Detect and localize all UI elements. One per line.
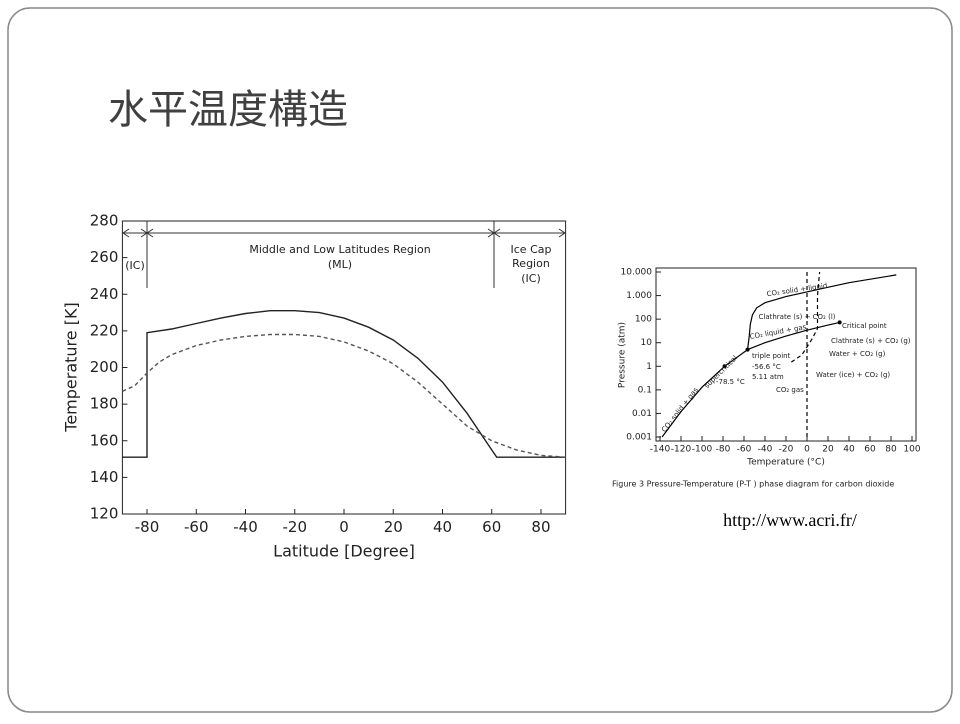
x-tick-label: -40 — [758, 445, 773, 455]
annotation: Water + CO₂ (g) — [829, 350, 886, 358]
data-line — [747, 274, 897, 350]
y-tick-label: 280 — [90, 212, 119, 230]
annotation: Clathrate (s) + CO₂ (g) — [831, 337, 911, 345]
data-line — [790, 271, 821, 363]
y-tick-label: 200 — [90, 358, 119, 376]
y-tick-label: 240 — [90, 285, 119, 303]
annotation: -56.6 °C — [752, 363, 781, 371]
annotation: (IC) — [521, 272, 541, 285]
x-tick-label: 0 — [339, 518, 349, 536]
y-tick-label: 1 — [646, 362, 652, 372]
x-tick-label: 60 — [864, 445, 876, 455]
annotation: triple point — [752, 352, 791, 360]
x-tick-label: 60 — [482, 518, 501, 536]
x-tick-label: -80 — [135, 518, 160, 536]
x-axis-label: Latitude [Degree] — [273, 542, 415, 561]
x-tick-label: -60 — [184, 518, 209, 536]
annotation: (ML) — [328, 258, 352, 271]
x-tick-label: -20 — [779, 445, 794, 455]
x-tick-label: 40 — [433, 518, 452, 536]
data-line — [122, 310, 566, 458]
slide-title: 水平温度構造 — [108, 87, 348, 133]
y-tick-label: 140 — [90, 468, 119, 486]
x-tick-label: -120 — [671, 445, 692, 455]
point-marker — [837, 320, 842, 325]
y-tick-label: 0.1 — [638, 385, 652, 395]
slide-frame — [7, 7, 953, 713]
x-tick-label: 0 — [804, 445, 810, 455]
annotation: Region — [512, 257, 550, 270]
annotation: 5.11 atm — [752, 373, 784, 381]
annotation: Water (ice) + CO₂ (g) — [816, 371, 890, 379]
y-tick-label: 0.001 — [626, 433, 652, 443]
x-tick-label: -40 — [233, 518, 258, 536]
y-tick-label: 260 — [90, 248, 119, 266]
y-tick-label: 180 — [90, 395, 119, 413]
y-tick-label: 1.000 — [626, 291, 652, 301]
y-tick-label: 10.000 — [621, 268, 653, 278]
y-tick-label: 10 — [641, 338, 653, 348]
arrow-heads — [122, 228, 566, 238]
x-axis-label: Temperature (°C) — [746, 458, 825, 468]
point-marker — [745, 347, 750, 352]
credit: http://www.acri.fr/ — [723, 510, 857, 530]
annotation: CO₂ gas — [776, 386, 804, 394]
x-tick-label: -80 — [716, 445, 731, 455]
y-tick-label: 0.01 — [632, 409, 652, 419]
caption: Figure 3 Pressure-Temperature (P-T ) pha… — [612, 480, 894, 489]
data-line — [747, 321, 840, 351]
x-tick-label: -20 — [283, 518, 308, 536]
chart: -80 -60 -40 -20 0 20 40 60 80 120 140 160 180 200 220 2… — [62, 212, 567, 561]
y-tick-label: 160 — [90, 431, 119, 449]
annotation: (IC) — [125, 259, 145, 272]
y-axis-label: Pressure (atm) — [618, 322, 628, 388]
annotation: Clathrate (s) + CO₂ (l) — [758, 313, 835, 321]
x-tick-label: 40 — [843, 445, 855, 455]
x-tick-label: 80 — [885, 445, 897, 455]
annotation: Middle and Low Latitudes Region — [249, 243, 430, 256]
annotation: Ice Cap — [511, 243, 552, 256]
data-line — [661, 349, 748, 438]
data-line — [122, 333, 566, 458]
region-markers — [122, 221, 566, 288]
y-tick-label: 100 — [635, 315, 652, 325]
y-tick-label: 120 — [90, 505, 119, 523]
x-tick-label: 20 — [822, 445, 834, 455]
x-tick-label: -100 — [692, 445, 713, 455]
annotation: -78.5 °C — [716, 378, 745, 386]
annotation: Critical point — [842, 322, 887, 330]
x-tick-label: -60 — [737, 445, 752, 455]
y-axis-label: Temperature [K] — [62, 302, 81, 432]
x-tick-label: 20 — [384, 518, 403, 536]
x-tick-label: 100 — [903, 445, 920, 455]
y-tick-label: 220 — [90, 321, 119, 339]
point-marker — [722, 364, 727, 369]
x-tick-label: -140 — [650, 445, 671, 455]
x-tick-label: 80 — [531, 518, 550, 536]
